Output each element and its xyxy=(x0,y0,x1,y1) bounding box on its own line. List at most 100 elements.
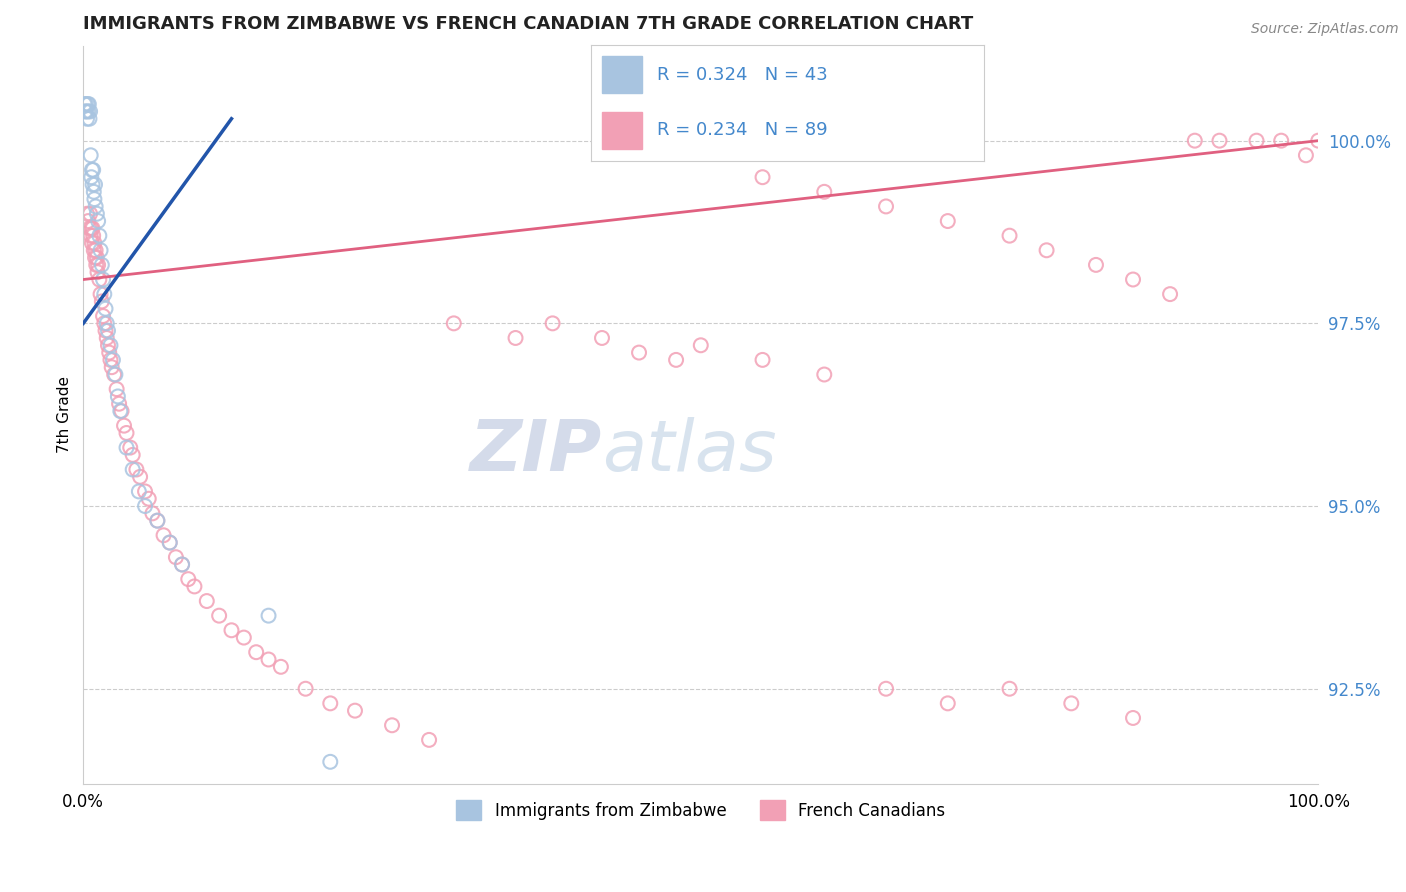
Point xyxy=(91,272,114,286)
Point xyxy=(76,97,98,112)
Point xyxy=(79,207,101,221)
Point xyxy=(84,258,107,272)
Point xyxy=(112,418,135,433)
Point xyxy=(105,382,128,396)
Point xyxy=(270,660,292,674)
Point xyxy=(84,244,107,258)
Point xyxy=(319,697,342,711)
Point xyxy=(89,272,111,286)
Point xyxy=(80,170,103,185)
Point xyxy=(1122,272,1144,286)
Point xyxy=(75,104,97,119)
Text: ZIP: ZIP xyxy=(470,417,602,486)
Point xyxy=(1159,287,1181,301)
Bar xyxy=(602,112,641,149)
Point xyxy=(93,317,115,331)
Point xyxy=(998,681,1021,696)
Point xyxy=(84,199,107,213)
Point xyxy=(107,389,129,403)
Point xyxy=(83,244,105,258)
Point xyxy=(998,228,1021,243)
Point xyxy=(75,104,97,119)
Point xyxy=(418,732,440,747)
Point xyxy=(875,199,897,213)
Point xyxy=(83,192,105,206)
Point xyxy=(1060,697,1083,711)
Point xyxy=(1122,711,1144,725)
Point xyxy=(141,507,163,521)
Point xyxy=(505,331,527,345)
Point xyxy=(120,441,142,455)
Point xyxy=(110,404,132,418)
Point xyxy=(751,352,773,367)
Point xyxy=(628,345,651,359)
Point xyxy=(121,448,143,462)
Point xyxy=(172,558,194,572)
Point xyxy=(294,681,316,696)
Point xyxy=(319,755,342,769)
Point xyxy=(134,499,156,513)
Bar xyxy=(602,56,641,94)
Point xyxy=(96,331,118,345)
Point xyxy=(165,550,187,565)
Point xyxy=(1308,134,1330,148)
Point xyxy=(76,112,98,126)
Point xyxy=(100,352,122,367)
Point xyxy=(172,558,194,572)
Point xyxy=(936,214,959,228)
Point xyxy=(79,112,101,126)
Point xyxy=(443,317,465,331)
Point xyxy=(94,301,117,316)
Point xyxy=(195,594,218,608)
Point xyxy=(146,514,169,528)
Point xyxy=(90,287,112,301)
Point xyxy=(90,244,112,258)
Text: atlas: atlas xyxy=(602,417,776,486)
Point xyxy=(121,462,143,476)
Point xyxy=(125,462,148,476)
Point xyxy=(591,331,613,345)
Point xyxy=(813,185,835,199)
Point xyxy=(343,704,366,718)
Point xyxy=(96,317,118,331)
Point xyxy=(89,228,111,243)
Point xyxy=(86,207,108,221)
Point xyxy=(159,535,181,549)
Point xyxy=(82,221,104,235)
Point xyxy=(115,425,138,440)
Point xyxy=(108,397,131,411)
Point xyxy=(84,178,107,192)
Point xyxy=(76,207,98,221)
Point xyxy=(221,624,243,638)
Point xyxy=(77,214,100,228)
Point xyxy=(84,251,107,265)
Point xyxy=(257,608,280,623)
Point xyxy=(381,718,404,732)
Point xyxy=(689,338,711,352)
Point xyxy=(1270,134,1292,148)
Point xyxy=(90,294,112,309)
Point xyxy=(103,368,125,382)
Point xyxy=(83,235,105,250)
Point xyxy=(232,631,254,645)
Point xyxy=(152,528,174,542)
Point xyxy=(104,368,127,382)
Point xyxy=(82,178,104,192)
Text: R = 0.234   N = 89: R = 0.234 N = 89 xyxy=(658,121,828,139)
Point xyxy=(80,162,103,177)
Point xyxy=(1085,258,1108,272)
Point xyxy=(80,235,103,250)
Point xyxy=(541,317,564,331)
Point xyxy=(875,681,897,696)
Point xyxy=(90,258,112,272)
Point xyxy=(115,441,138,455)
Point xyxy=(100,360,122,375)
Point xyxy=(79,221,101,235)
Point xyxy=(82,162,104,177)
Point xyxy=(73,97,96,112)
Point xyxy=(146,514,169,528)
Point xyxy=(80,148,103,162)
Point xyxy=(245,645,267,659)
Point xyxy=(77,104,100,119)
Point xyxy=(86,251,108,265)
